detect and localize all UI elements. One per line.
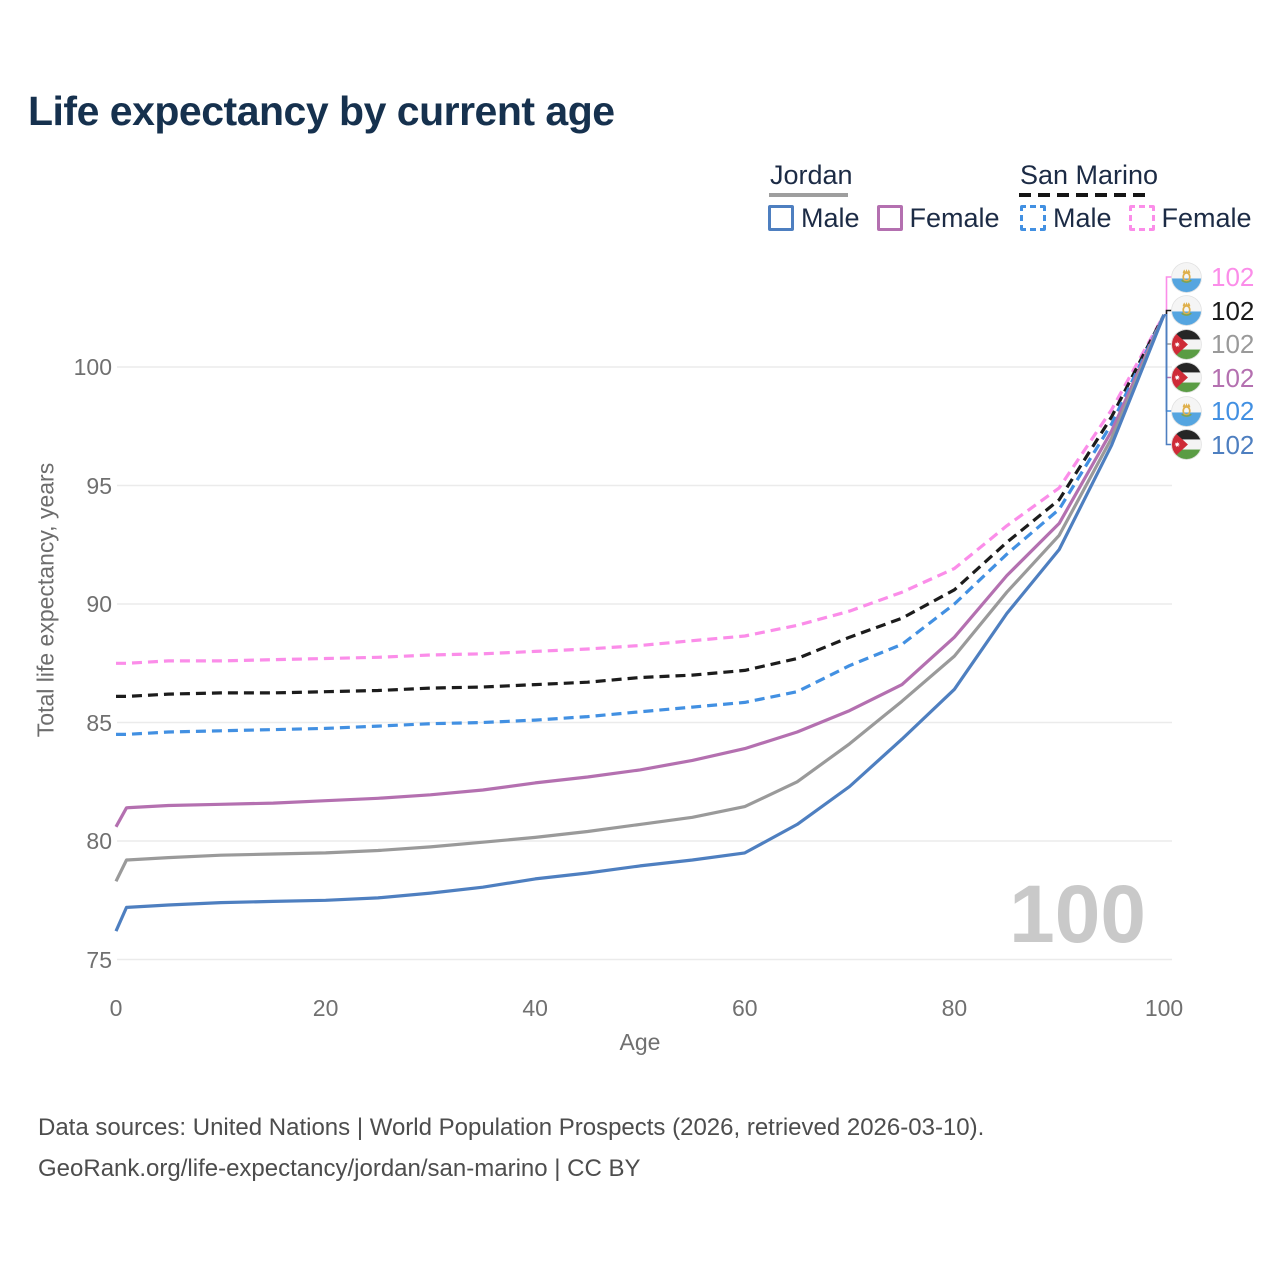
- series-line-jordan-male[interactable]: [114, 314, 1166, 932]
- x-axis-title: Age: [619, 1029, 661, 1055]
- y-tick-label: 85: [86, 709, 112, 736]
- x-tick-label: 0: [109, 995, 123, 1021]
- x-tick-label: 40: [522, 995, 548, 1021]
- legend-item-jordan-female[interactable]: Female: [876, 203, 1000, 233]
- legend-group-jordan-label[interactable]: Jordan: [770, 160, 853, 190]
- footer-sources-line: Data sources: United Nations | World Pop…: [38, 1114, 985, 1141]
- x-tick-label: 20: [312, 995, 339, 1021]
- san-marino-flag-icon: [1171, 261, 1202, 293]
- y-tick-label: 80: [86, 828, 112, 854]
- y-tick-label: 100: [73, 354, 112, 380]
- series-line-jordan-both-sexes[interactable]: [114, 314, 1166, 883]
- end-label-value: 102: [1211, 329, 1255, 359]
- jordan-female-swatch-icon: [876, 205, 903, 231]
- legend-item-label: Male: [1053, 203, 1112, 233]
- end-label-value: 102: [1211, 396, 1255, 426]
- series-line-jordan-female[interactable]: [114, 314, 1166, 828]
- san-marino-flag-icon: [1171, 395, 1202, 427]
- legend-group-san-marino-label[interactable]: San Marino: [1020, 160, 1159, 190]
- san-marino-female-swatch-icon: [1128, 205, 1155, 231]
- series-line-san-marino-male[interactable]: [116, 314, 1166, 737]
- end-label-value: 102: [1211, 362, 1255, 393]
- legend-group-san-marino-items: Male Female: [1020, 203, 1252, 233]
- footer: Data sources: United Nations | World Pop…: [38, 1107, 984, 1189]
- legend-item-san-marino-male[interactable]: Male: [1020, 203, 1112, 233]
- y-tick-label: 75: [86, 946, 112, 973]
- leader-line: [1164, 314, 1172, 446]
- san-marino-male-swatch-icon: [1020, 205, 1046, 231]
- x-tick-label: 80: [941, 995, 968, 1021]
- jordan-flag-icon: [1171, 328, 1202, 360]
- age-cursor-watermark: 100: [1009, 869, 1146, 960]
- legend-group-jordan-items: Male Female: [768, 203, 1000, 233]
- legend-item-label: Female: [1161, 203, 1252, 233]
- san-marino-flag-icon: [1171, 295, 1202, 326]
- series-line-san-marino-both-sexes[interactable]: [116, 314, 1166, 699]
- end-label-value: 102: [1211, 429, 1255, 460]
- y-tick-label: 90: [86, 591, 112, 617]
- x-tick-label: 60: [732, 995, 758, 1021]
- legend-item-san-marino-female[interactable]: Female: [1128, 203, 1252, 233]
- legend-item-jordan-male[interactable]: Male: [768, 203, 860, 233]
- end-label-value: 102: [1211, 262, 1255, 292]
- series-line-san-marino-female[interactable]: [116, 314, 1166, 665]
- jordan-flag-icon: [1171, 362, 1202, 393]
- x-tick-label: 100: [1144, 995, 1184, 1021]
- page-title: Life expectancy by current age: [28, 88, 615, 134]
- legend-group-jordan-underline: [769, 193, 848, 197]
- jordan-male-swatch-icon: [768, 205, 794, 231]
- legend-item-label: Female: [909, 203, 1000, 233]
- end-label-value: 102: [1211, 295, 1255, 326]
- legend-group-san-marino-underline: [1019, 193, 1152, 197]
- jordan-flag-icon: [1171, 429, 1202, 460]
- footer-url-line: GeoRank.org/life-expectancy/jordan/san-m…: [38, 1155, 641, 1182]
- y-tick-label: 95: [86, 472, 112, 499]
- legend-item-label: Male: [801, 203, 860, 233]
